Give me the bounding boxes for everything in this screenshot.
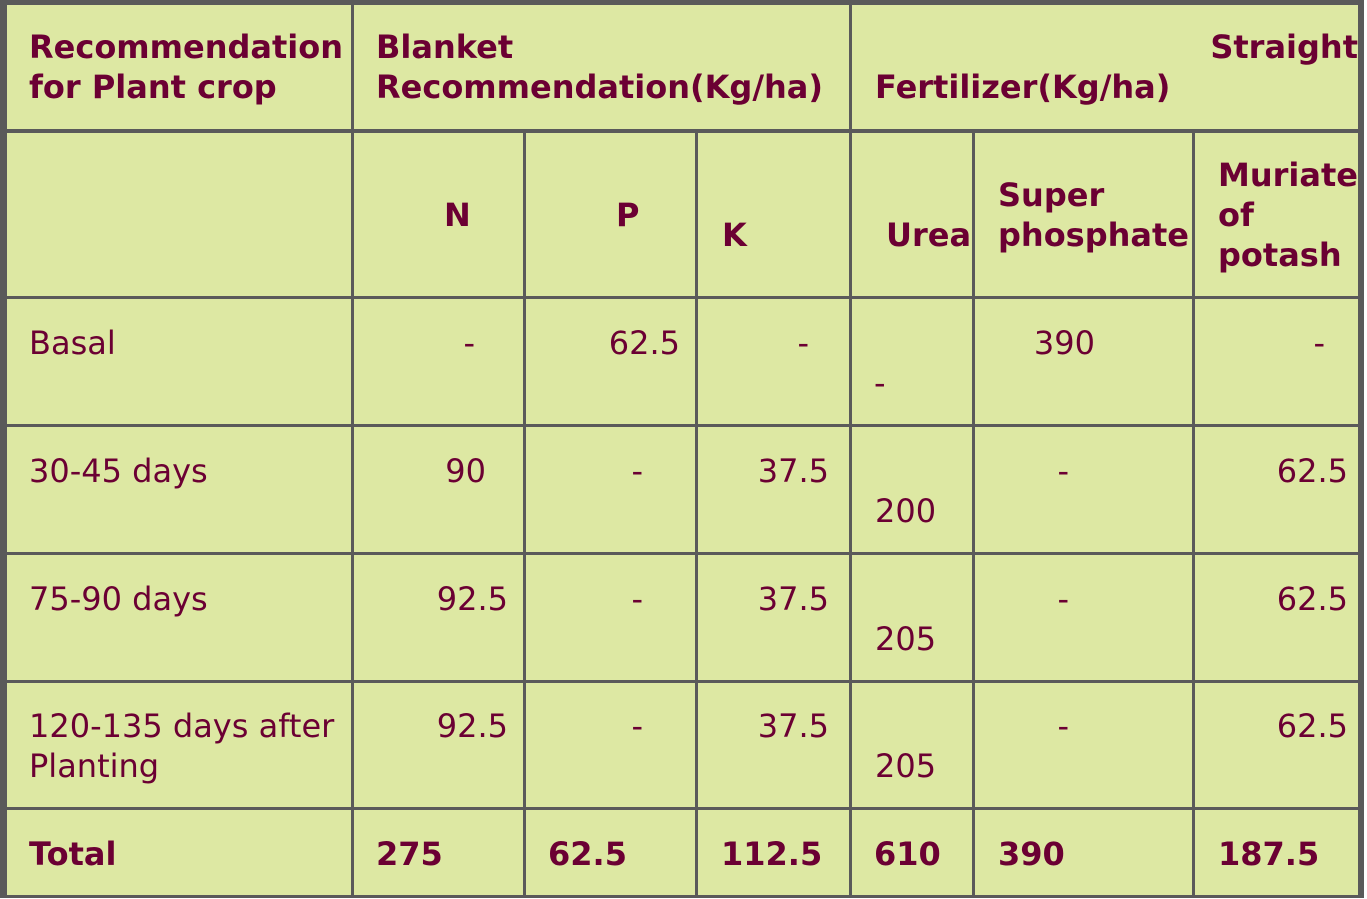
row-2-super-phosphate: - [975, 555, 1192, 680]
row-1-k-value: 37.5 [757, 452, 829, 490]
subheader-muriate-line3: potash [1218, 236, 1342, 274]
row-1-k: 37.5 [698, 427, 849, 552]
subheader-muriate-line1: Muriate [1218, 156, 1358, 194]
row-2-k-value: 37.5 [757, 580, 829, 618]
header-recommendation-line2: for Plant crop [29, 68, 277, 106]
row-1-super-phosphate: - [975, 427, 1192, 552]
total-super-phosphate-value: 390 [998, 835, 1065, 873]
subheader-n: N [354, 133, 523, 296]
row-3-stage-line1: 120-135 days after [29, 707, 335, 745]
subheader-k: K [698, 133, 849, 296]
row-3-urea-value: 205 [875, 747, 937, 785]
header-recommendation: Recommendation for Plant crop [7, 5, 351, 129]
row-1-urea: 200 [852, 427, 972, 552]
row-3-muriate: 62.5 [1195, 683, 1358, 807]
row-3-urea: 205 [852, 683, 972, 807]
subheader-muriate-line2: of [1218, 196, 1254, 234]
header-blanket-line1: Blanket [376, 28, 514, 66]
row-1-p-value: - [631, 452, 643, 490]
header-straight: Straight Fertilizer(Kg/ha) [852, 5, 1358, 129]
row-2-stage: 75-90 days [7, 555, 351, 680]
row-3-stage-line2: Planting [29, 747, 160, 785]
subheader-k-label: K [722, 216, 747, 254]
row-0-urea-value: - [874, 364, 886, 402]
row-3-p: - [526, 683, 695, 807]
total-urea: 610 [852, 810, 972, 895]
total-n-value: 275 [376, 835, 443, 873]
total-muriate: 187.5 [1195, 810, 1358, 895]
row-3-p-value: - [631, 707, 643, 745]
row-0-super-phosphate-value: 390 [1033, 324, 1095, 362]
row-0-stage: Basal [7, 299, 351, 424]
row-2-p-value: - [631, 580, 643, 618]
row-2-urea-value: 205 [875, 620, 937, 658]
row-0-muriate: - [1195, 299, 1358, 424]
row-0-muriate-value: - [1313, 324, 1325, 362]
header-blanket-line2: Recommendation(Kg/ha) [376, 68, 824, 106]
subheader-muriate-of-potash: Muriate of potash [1195, 133, 1358, 296]
row-2-k: 37.5 [698, 555, 849, 680]
total-super-phosphate: 390 [975, 810, 1192, 895]
row-0-k: - [698, 299, 849, 424]
row-1-urea-value: 200 [875, 492, 937, 530]
row-3-k-value: 37.5 [757, 707, 829, 745]
subheader-n-label: N [444, 196, 471, 234]
row-0-p: 62.5 [526, 299, 695, 424]
row-1-n-value: 90 [445, 452, 486, 490]
row-2-muriate: 62.5 [1195, 555, 1358, 680]
row-1-p: - [526, 427, 695, 552]
row-2-n: 92.5 [354, 555, 523, 680]
subheader-super-phosphate-line2: phosphate [998, 216, 1189, 254]
row-3-muriate-value: 62.5 [1276, 707, 1348, 745]
subheader-super-phosphate-line1: Super [998, 176, 1105, 214]
row-1-muriate-value: 62.5 [1276, 452, 1348, 490]
row-0-stage-line1: Basal [29, 324, 116, 362]
row-3-n: 92.5 [354, 683, 523, 807]
total-label-text: Total [29, 835, 117, 873]
row-3-stage: 120-135 days after Planting [7, 683, 351, 807]
total-p: 62.5 [526, 810, 695, 895]
row-0-p-value: 62.5 [608, 324, 680, 362]
header-straight-line1: Straight [1210, 28, 1358, 66]
row-0-k-value: - [797, 324, 809, 362]
row-2-p: - [526, 555, 695, 680]
subheader-urea: Urea [852, 133, 972, 296]
total-p-value: 62.5 [548, 835, 627, 873]
row-2-super-phosphate-value: - [1057, 580, 1069, 618]
subheader-urea-label: Urea [886, 216, 972, 254]
row-3-n-value: 92.5 [436, 707, 508, 745]
row-2-muriate-value: 62.5 [1276, 580, 1348, 618]
row-2-stage-line1: 75-90 days [29, 580, 208, 618]
row-0-super-phosphate: 390 [975, 299, 1192, 424]
row-3-super-phosphate: - [975, 683, 1192, 807]
subheader-super-phosphate: Super phosphate [975, 133, 1192, 296]
header-straight-line2: Fertilizer(Kg/ha) [875, 68, 1171, 106]
total-muriate-value: 187.5 [1218, 835, 1320, 873]
total-urea-value: 610 [874, 835, 941, 873]
total-k-value: 112.5 [721, 835, 823, 873]
row-0-n: - [354, 299, 523, 424]
row-1-stage-line1: 30-45 days [29, 452, 208, 490]
row-1-super-phosphate-value: - [1057, 452, 1069, 490]
header-recommendation-line1: Recommendation [29, 28, 343, 66]
row-3-k: 37.5 [698, 683, 849, 807]
row-3-super-phosphate-value: - [1057, 707, 1069, 745]
row-2-n-value: 92.5 [436, 580, 508, 618]
subheader-p: P [526, 133, 695, 296]
subheader-p-label: P [616, 196, 640, 234]
row-1-muriate: 62.5 [1195, 427, 1358, 552]
total-n: 275 [354, 810, 523, 895]
row-1-stage: 30-45 days [7, 427, 351, 552]
row-1-n: 90 [354, 427, 523, 552]
total-label: Total [7, 810, 351, 895]
subheader-empty [7, 133, 351, 296]
total-k: 112.5 [698, 810, 849, 895]
row-2-urea: 205 [852, 555, 972, 680]
row-0-urea: - [852, 299, 972, 424]
header-blanket: Blanket Recommendation(Kg/ha) [354, 5, 849, 129]
row-0-n-value: - [463, 324, 475, 362]
